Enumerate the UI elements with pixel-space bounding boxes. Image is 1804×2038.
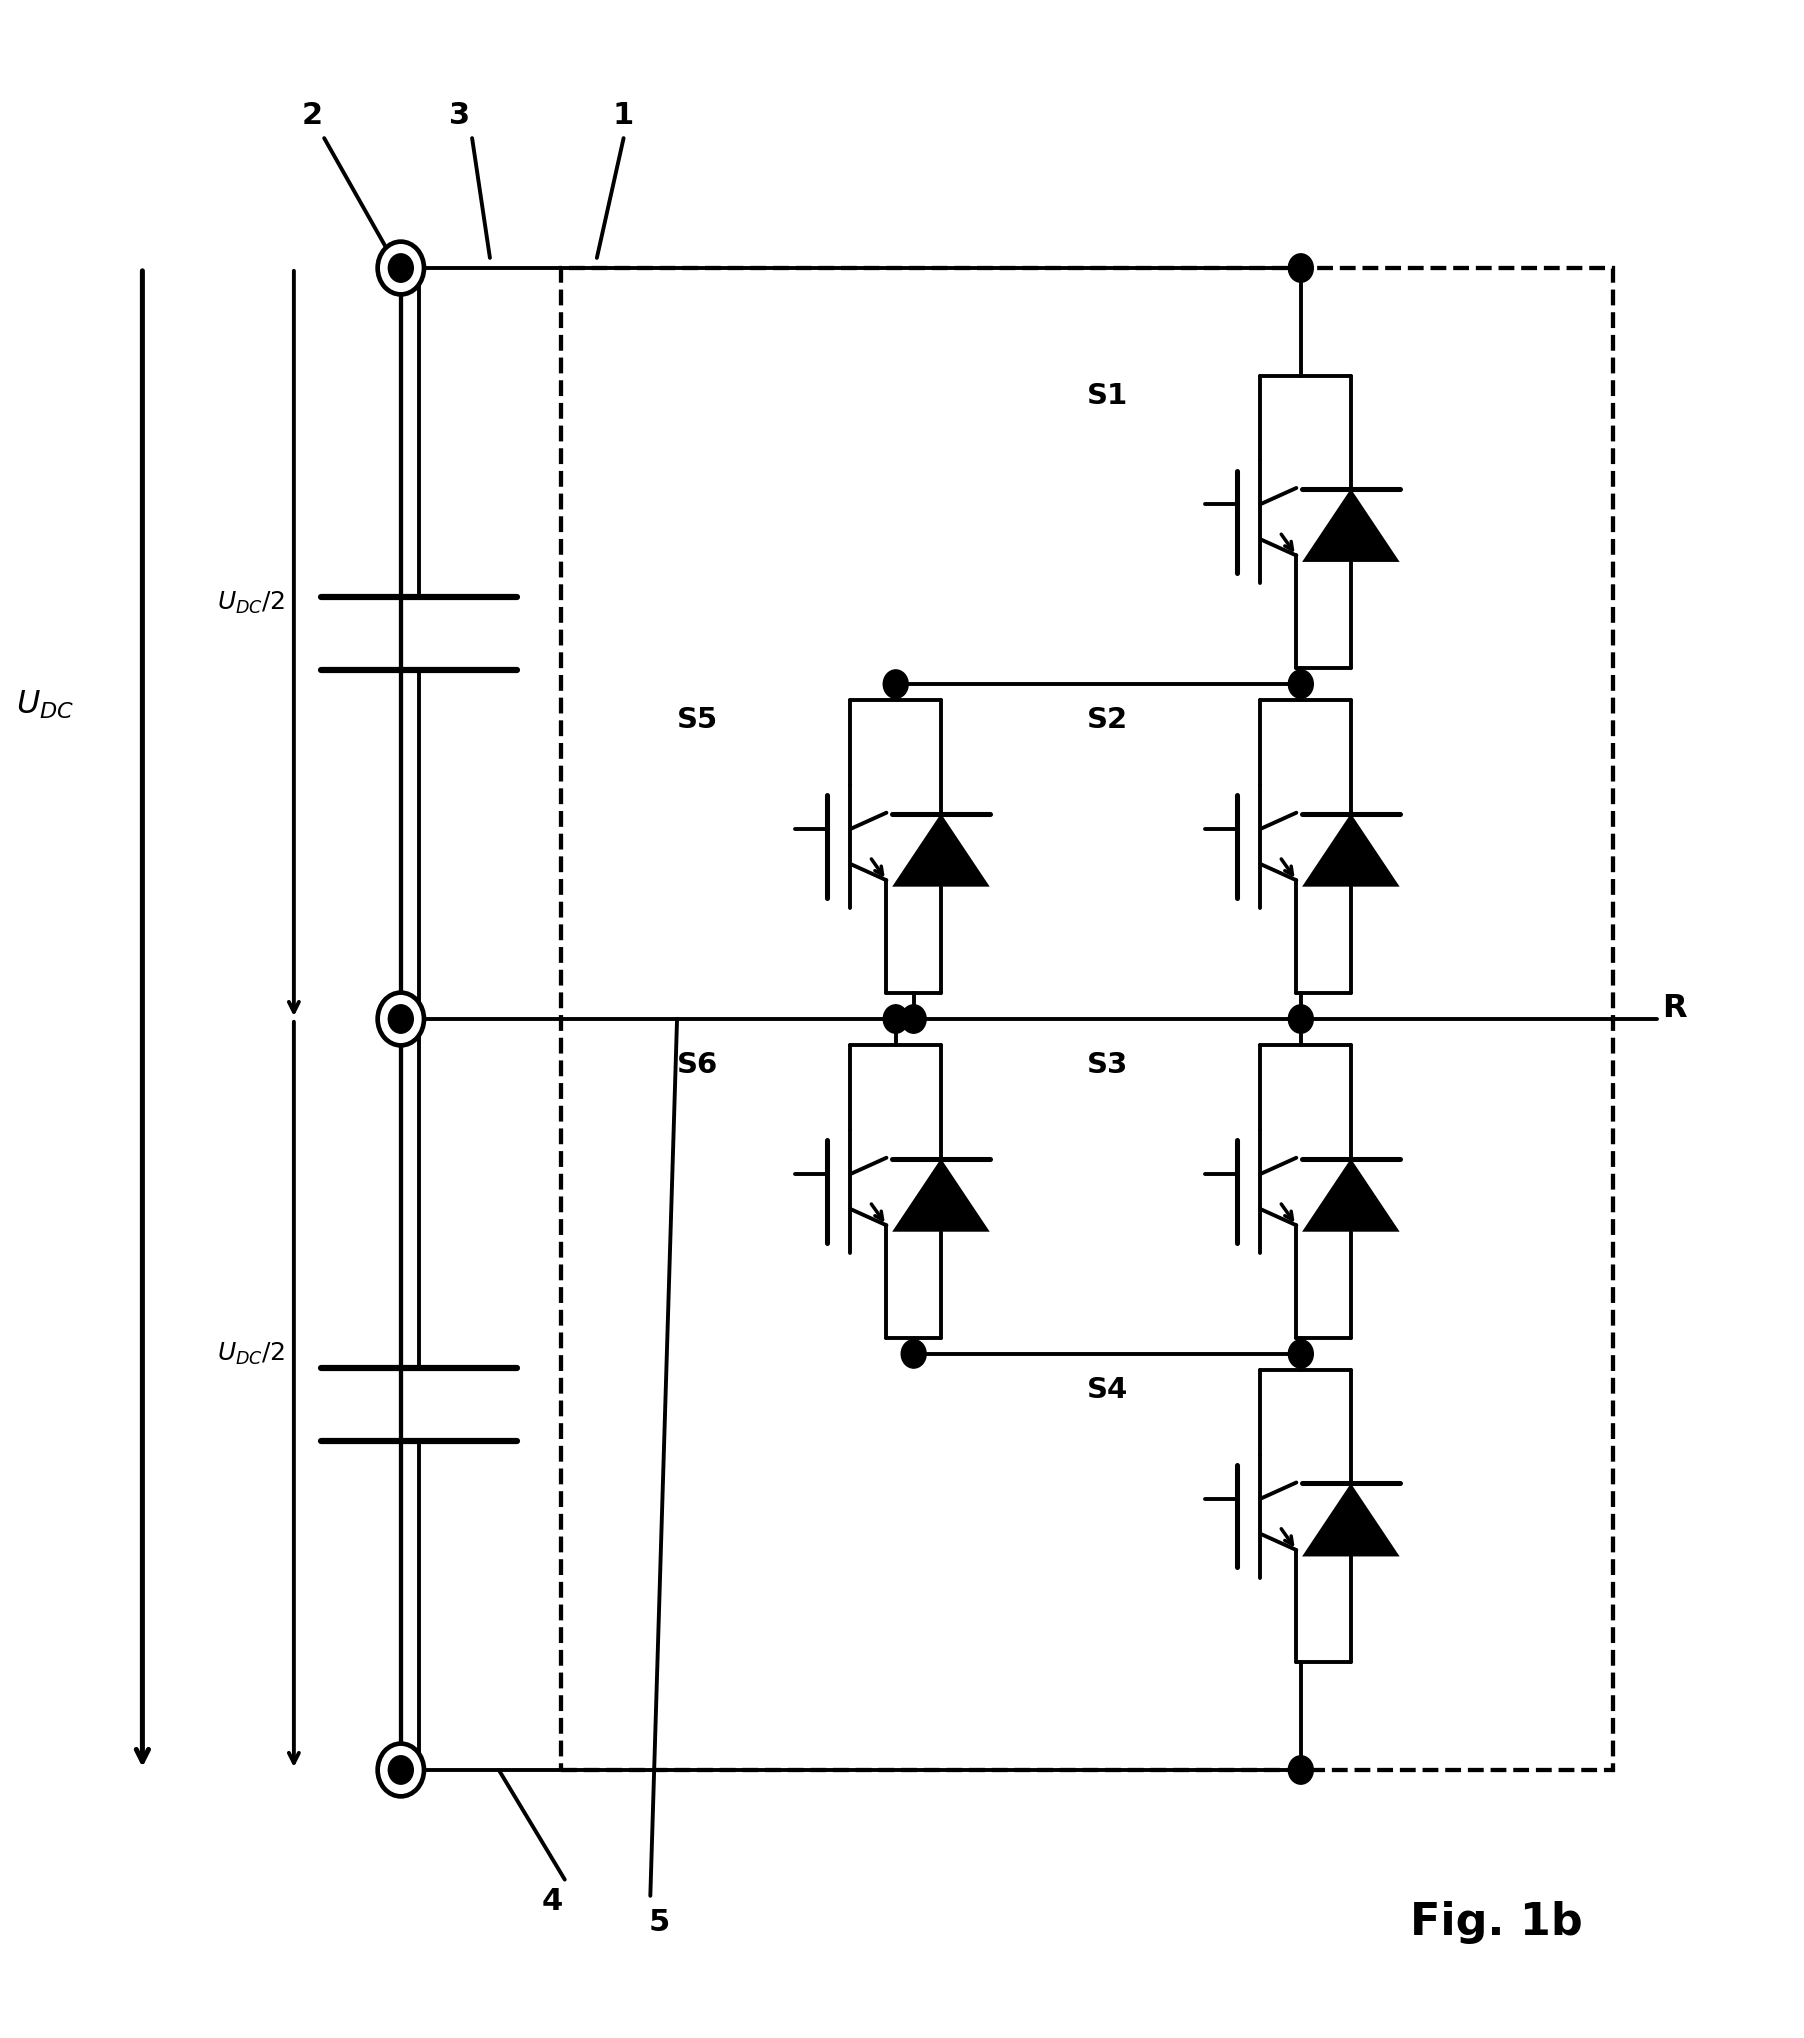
Circle shape: [884, 1005, 907, 1033]
Polygon shape: [893, 813, 990, 887]
Circle shape: [1288, 671, 1313, 699]
Text: 1: 1: [613, 102, 635, 130]
Circle shape: [377, 243, 424, 293]
Text: 2: 2: [301, 102, 323, 130]
Text: $U_{DC}/2$: $U_{DC}/2$: [216, 1341, 285, 1367]
Circle shape: [1288, 255, 1313, 281]
Text: S5: S5: [676, 707, 718, 734]
Circle shape: [377, 1745, 424, 1795]
Circle shape: [1288, 1757, 1313, 1783]
Text: $U_{DC}/2$: $U_{DC}/2$: [216, 589, 285, 615]
Text: S4: S4: [1088, 1376, 1128, 1404]
Text: S3: S3: [1088, 1052, 1128, 1080]
Circle shape: [884, 671, 907, 699]
Text: Fig. 1b: Fig. 1b: [1411, 1901, 1584, 1944]
Circle shape: [377, 993, 424, 1045]
Text: 3: 3: [449, 102, 471, 130]
Polygon shape: [1302, 1160, 1400, 1231]
Polygon shape: [1302, 1484, 1400, 1557]
Circle shape: [1288, 1339, 1313, 1367]
Circle shape: [1288, 1005, 1313, 1033]
Circle shape: [388, 1005, 413, 1033]
Polygon shape: [893, 1160, 990, 1231]
Text: S2: S2: [1088, 707, 1128, 734]
Circle shape: [902, 1005, 925, 1033]
Text: R: R: [1663, 993, 1687, 1025]
Circle shape: [902, 1339, 925, 1367]
Text: S1: S1: [1088, 381, 1128, 410]
Circle shape: [388, 1757, 413, 1783]
Polygon shape: [1302, 813, 1400, 887]
Polygon shape: [1302, 489, 1400, 562]
Circle shape: [388, 255, 413, 281]
Text: S6: S6: [676, 1052, 718, 1080]
Text: 4: 4: [541, 1887, 563, 1916]
Text: $U_{DC}$: $U_{DC}$: [16, 689, 74, 721]
Text: 5: 5: [649, 1908, 669, 1936]
